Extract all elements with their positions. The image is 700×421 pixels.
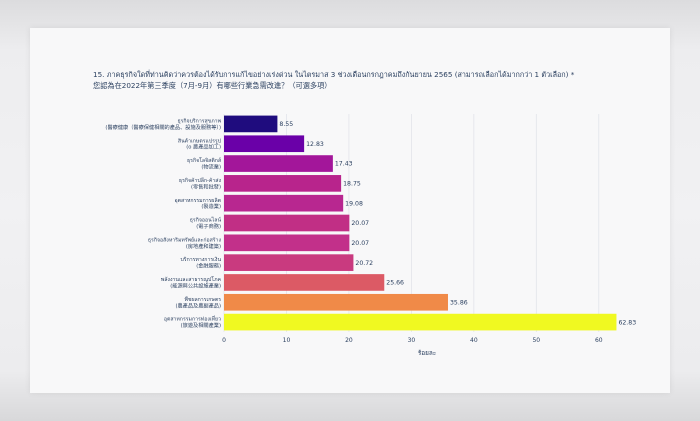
data-label: 35.86 [450, 299, 468, 306]
category-label: (電子商務) [196, 222, 221, 230]
bar [224, 234, 350, 252]
category-label: (製造業) [201, 202, 221, 210]
x-axis-title: ร้อยละ [418, 349, 436, 357]
x-tick-label: 0 [222, 337, 226, 344]
category-label: (農產品及農副產品) [175, 301, 221, 309]
category-label: (房地產和建築) [186, 242, 221, 250]
category-label: (零售和批發) [191, 182, 221, 190]
category-label: อุตสาหกรรมการผลิต [174, 197, 221, 204]
bar [224, 293, 448, 311]
chart-slide [30, 28, 670, 393]
data-label: 20.07 [351, 240, 369, 247]
category-label: สินค้าเกษตรแปรรูป [178, 137, 221, 144]
category-label: (金融服務) [196, 262, 221, 270]
data-label: 62.83 [618, 319, 636, 326]
category-label: (物流業) [201, 163, 221, 171]
data-label: 18.75 [343, 181, 361, 188]
category-label: ธุรกิจอสังหาริมทรัพย์และก่อสร้าง [148, 236, 222, 243]
bar [224, 274, 385, 291]
data-label: 8.55 [279, 121, 293, 128]
x-tick-label: 40 [470, 337, 478, 344]
data-label: 17.43 [335, 161, 353, 168]
category-label: พืชผลการเกษตร [185, 296, 222, 303]
chart-title-line-2: 您認為在2022年第三季度（7月-9月）有哪些行業急需改進？（可選多項） [93, 81, 332, 90]
bar [224, 254, 354, 271]
category-label: (o 農產品加工) [186, 143, 221, 151]
category-label: (旅遊及相關產業) [181, 321, 221, 329]
bar [224, 194, 344, 212]
bar [224, 313, 617, 331]
data-label: 20.72 [355, 260, 373, 267]
bar [224, 155, 333, 172]
category-label: พลังงานและสาธารณูปโภค [161, 276, 222, 283]
x-tick-label: 50 [532, 337, 540, 344]
x-tick-label: 10 [283, 337, 291, 344]
bar [224, 214, 350, 232]
data-label: 20.07 [351, 220, 369, 227]
bar [224, 175, 342, 192]
category-label: ธุรกิจออนไลน์ [190, 216, 222, 224]
category-label: อุตสาหกรรมการท่องเที่ยว [164, 316, 221, 323]
category-label: บริการทางการเงิน [181, 256, 222, 263]
x-tick-label: 60 [595, 337, 603, 344]
category-label: (能源與公共設施產業) [170, 281, 221, 289]
chart-title-line-1: 15. ภาคธุรกิจใดที่ท่านคิดว่าควรต้องได้รั… [93, 70, 575, 79]
category-label: (醫療健康（醫療保健相關的產品、設施及服務等）) [105, 123, 221, 131]
bar [224, 135, 305, 153]
category-label: ธุรกิจค้าปลีก-ค้าส่ง [179, 177, 222, 184]
category-label: ธุรกิจโลจิสติกส์ [187, 157, 222, 164]
data-label: 19.08 [345, 200, 363, 207]
data-label: 25.66 [386, 280, 404, 287]
x-tick-label: 20 [345, 337, 353, 344]
category-label: ธุรกิจบริการสุขภาพ [177, 118, 221, 125]
x-tick-label: 30 [408, 337, 416, 344]
data-label: 12.83 [306, 141, 324, 148]
bar [224, 115, 278, 133]
